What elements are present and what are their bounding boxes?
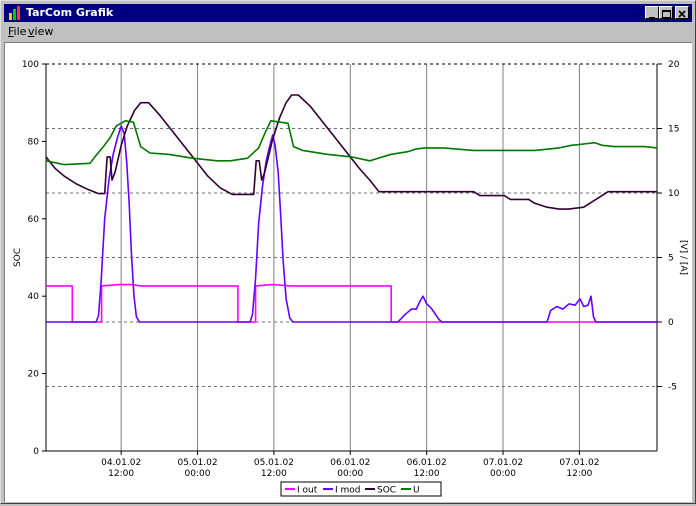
- x-tick-label-time: 00:00: [490, 469, 516, 479]
- title-bar[interactable]: TarCom Grafik: [4, 4, 692, 22]
- chart-area: 04.01.02 12:00 05.01.02 00:00 05.01.02 12:00 0…: [4, 42, 692, 502]
- y2-axis-label: [V] / [A]: [678, 240, 688, 275]
- legend-label: SOC: [377, 486, 396, 496]
- chart-svg: 04.01.0212:0005.01.0200:0005.01.0212:000…: [13, 60, 688, 497]
- menu-file-accel: F: [8, 25, 14, 38]
- menu-file-rest: ile: [13, 25, 27, 38]
- y-tick-label: 0: [33, 447, 39, 457]
- legend-label: U: [413, 486, 420, 496]
- y2-tick-label: 15: [668, 125, 679, 135]
- close-button[interactable]: [675, 6, 689, 19]
- x-tick-label-date: 05.01.02: [177, 458, 217, 468]
- y-axis-label: SOC: [13, 248, 23, 267]
- menu-bar: File view: [4, 23, 692, 41]
- x-tick-label-date: 06.01.02: [407, 458, 447, 468]
- series-line-soc: [45, 94, 657, 210]
- menu-view-rest: iew: [34, 25, 54, 38]
- y-tick-label: 40: [28, 292, 40, 302]
- series-line-i-out: [46, 283, 657, 323]
- x-tick-label-time: 00:00: [185, 469, 211, 479]
- y-tick-label: 100: [22, 60, 39, 70]
- minimize-button[interactable]: [645, 6, 659, 19]
- y2-tick-label: 20: [668, 60, 680, 70]
- x-tick-label-date: 06.01.02: [330, 458, 370, 468]
- legend-label: I mod: [335, 486, 361, 496]
- x-tick-label-time: 12:00: [414, 469, 440, 479]
- series-line-u: [45, 120, 658, 166]
- y2-tick-label: 5: [668, 254, 674, 264]
- close-icon: [678, 10, 686, 18]
- x-tick-label-date: 07.01.02: [559, 458, 599, 468]
- legend-box: [280, 481, 442, 497]
- maximize-icon: [662, 10, 671, 18]
- maximize-button[interactable]: [659, 6, 673, 19]
- y2-tick-label: 10: [668, 189, 680, 199]
- y-tick-label: 20: [28, 370, 40, 380]
- y-tick-label: 60: [28, 215, 40, 225]
- y2-tick-label: -5: [668, 383, 677, 393]
- menu-view[interactable]: view: [28, 25, 53, 38]
- menu-file[interactable]: File: [8, 25, 26, 38]
- x-tick-label-time: 12:00: [261, 469, 287, 479]
- y-tick-label: 80: [28, 137, 40, 147]
- x-tick-label-date: 04.01.02: [101, 458, 141, 468]
- x-tick-label-time: 12:00: [566, 469, 592, 479]
- app-icon: [9, 6, 20, 20]
- x-tick-label-time: 12:00: [108, 469, 134, 479]
- x-tick-label-time: 00:00: [337, 469, 363, 479]
- y2-tick-label: 0: [668, 318, 674, 328]
- minimize-icon: [649, 17, 655, 19]
- legend-label: I out: [297, 486, 318, 496]
- x-tick-label-date: 07.01.02: [483, 458, 523, 468]
- window-title: TarCom Grafik: [26, 6, 114, 19]
- menu-view-accel: v: [28, 25, 35, 38]
- x-tick-label-date: 05.01.02: [254, 458, 294, 468]
- series-line-i-mod: [46, 125, 657, 323]
